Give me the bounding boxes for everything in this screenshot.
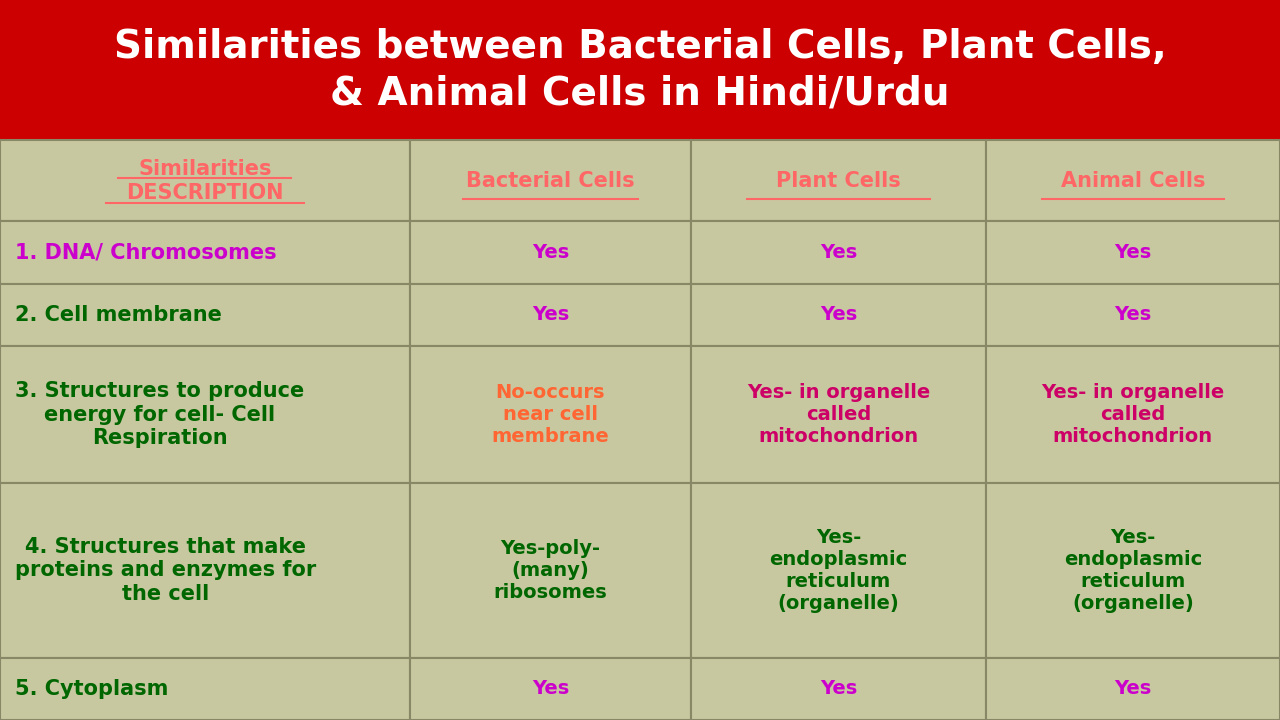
FancyBboxPatch shape xyxy=(986,222,1280,284)
FancyBboxPatch shape xyxy=(691,483,986,657)
FancyBboxPatch shape xyxy=(986,657,1280,720)
Text: Yes: Yes xyxy=(531,243,570,262)
FancyBboxPatch shape xyxy=(986,483,1280,657)
Text: Yes: Yes xyxy=(819,243,858,262)
FancyBboxPatch shape xyxy=(691,140,986,222)
FancyBboxPatch shape xyxy=(410,284,691,346)
FancyBboxPatch shape xyxy=(410,140,691,222)
FancyBboxPatch shape xyxy=(0,140,410,222)
FancyBboxPatch shape xyxy=(0,346,410,483)
Text: Similarities
DESCRIPTION: Similarities DESCRIPTION xyxy=(125,159,284,202)
FancyBboxPatch shape xyxy=(410,657,691,720)
Text: Yes-
endoplasmic
reticulum
(organelle): Yes- endoplasmic reticulum (organelle) xyxy=(769,528,908,613)
Text: Similarities between Bacterial Cells, Plant Cells,
& Animal Cells in Hindi/Urdu: Similarities between Bacterial Cells, Pl… xyxy=(114,27,1166,113)
Text: Yes-
endoplasmic
reticulum
(organelle): Yes- endoplasmic reticulum (organelle) xyxy=(1064,528,1202,613)
FancyBboxPatch shape xyxy=(0,222,410,284)
Text: 1. DNA/ Chromosomes: 1. DNA/ Chromosomes xyxy=(15,243,276,263)
Text: 3. Structures to produce
energy for cell- Cell
Respiration: 3. Structures to produce energy for cell… xyxy=(15,382,305,448)
Text: Yes: Yes xyxy=(1114,305,1152,325)
Text: Yes: Yes xyxy=(819,680,858,698)
FancyBboxPatch shape xyxy=(0,284,410,346)
Text: Bacterial Cells: Bacterial Cells xyxy=(466,171,635,191)
FancyBboxPatch shape xyxy=(691,657,986,720)
FancyBboxPatch shape xyxy=(691,284,986,346)
FancyBboxPatch shape xyxy=(410,346,691,483)
Text: Yes: Yes xyxy=(531,305,570,325)
FancyBboxPatch shape xyxy=(986,346,1280,483)
FancyBboxPatch shape xyxy=(986,284,1280,346)
Text: Yes: Yes xyxy=(1114,680,1152,698)
FancyBboxPatch shape xyxy=(410,222,691,284)
Text: Yes: Yes xyxy=(531,680,570,698)
FancyBboxPatch shape xyxy=(410,483,691,657)
FancyBboxPatch shape xyxy=(0,483,410,657)
FancyBboxPatch shape xyxy=(691,222,986,284)
Text: Yes- in organelle
called
mitochondrion: Yes- in organelle called mitochondrion xyxy=(746,383,931,446)
FancyBboxPatch shape xyxy=(691,346,986,483)
FancyBboxPatch shape xyxy=(986,140,1280,222)
Text: 5. Cytoplasm: 5. Cytoplasm xyxy=(15,679,169,699)
Text: Yes- in organelle
called
mitochondrion: Yes- in organelle called mitochondrion xyxy=(1041,383,1225,446)
Text: Plant Cells: Plant Cells xyxy=(776,171,901,191)
Text: Yes: Yes xyxy=(1114,243,1152,262)
Text: Yes-poly-
(many)
ribosomes: Yes-poly- (many) ribosomes xyxy=(494,539,607,602)
FancyBboxPatch shape xyxy=(0,657,410,720)
Text: Yes: Yes xyxy=(819,305,858,325)
Text: 4. Structures that make
proteins and enzymes for
the cell: 4. Structures that make proteins and enz… xyxy=(15,537,316,603)
Text: 2. Cell membrane: 2. Cell membrane xyxy=(15,305,223,325)
Text: No-occurs
near cell
membrane: No-occurs near cell membrane xyxy=(492,383,609,446)
FancyBboxPatch shape xyxy=(0,0,1280,140)
Text: Animal Cells: Animal Cells xyxy=(1061,171,1204,191)
